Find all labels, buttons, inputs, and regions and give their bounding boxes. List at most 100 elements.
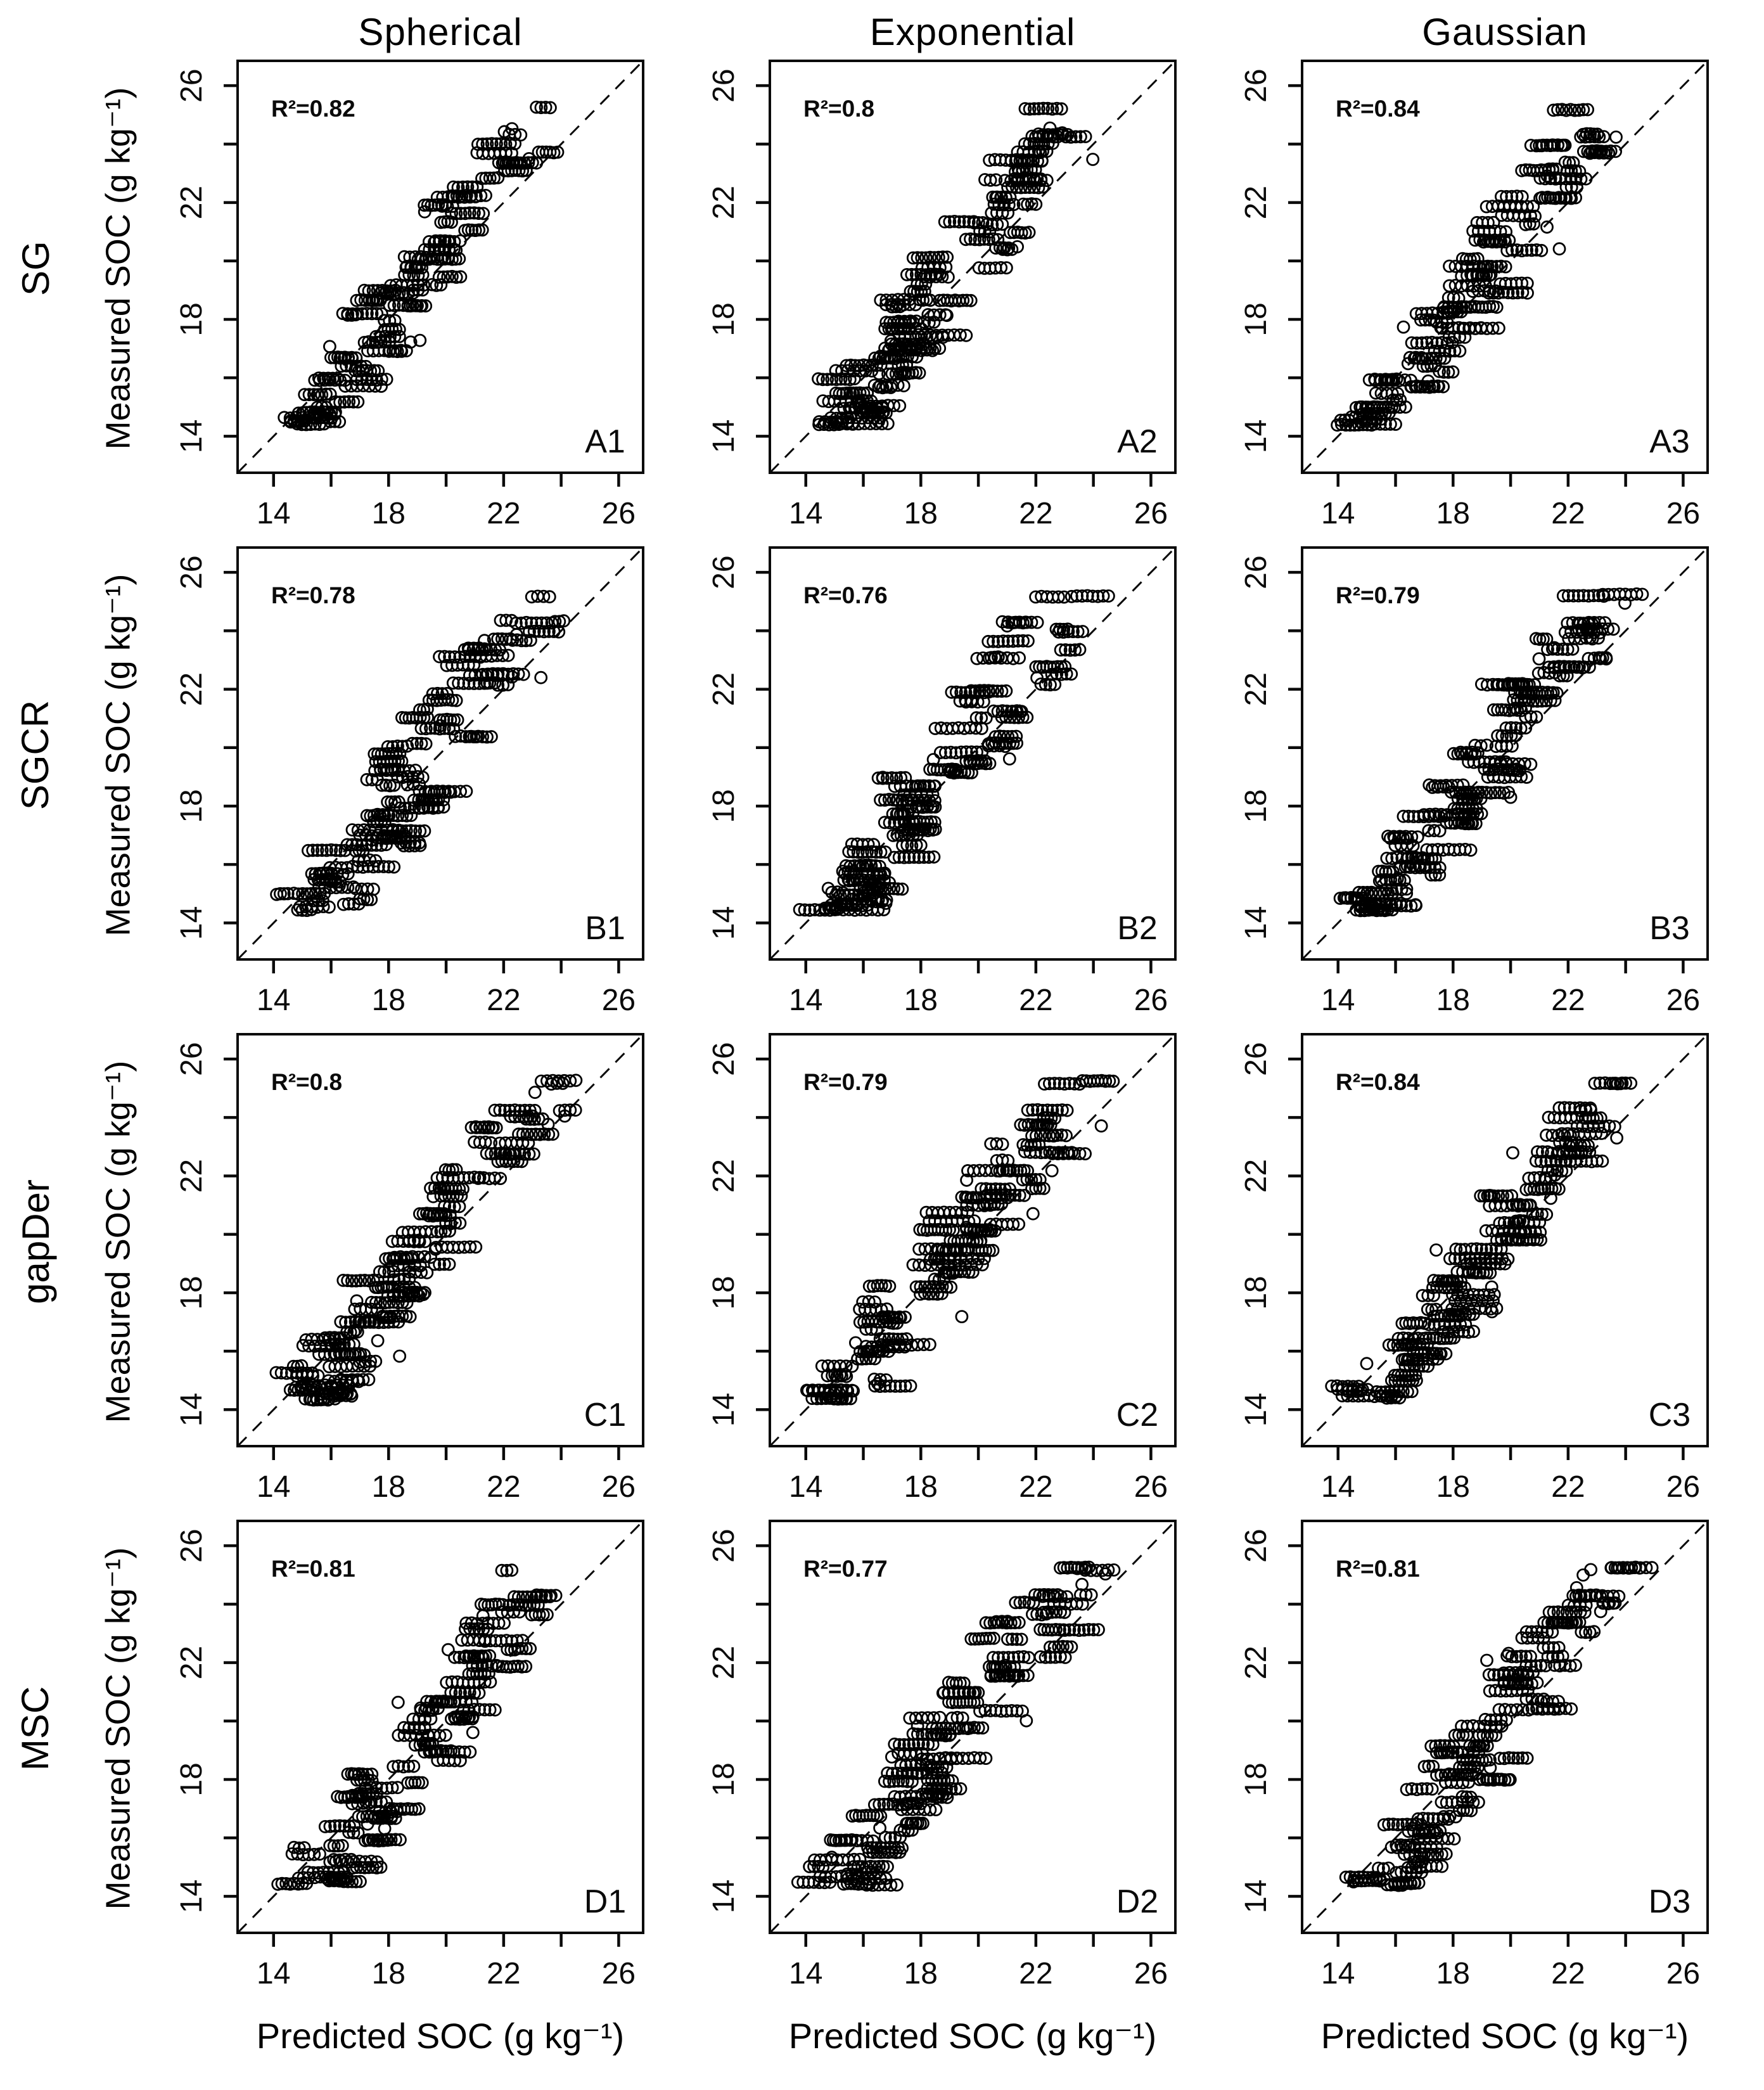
x-tick-label: 26: [602, 497, 636, 530]
data-point: [987, 232, 1000, 246]
data-point: [816, 373, 830, 387]
data-point: [488, 1103, 502, 1117]
data-point: [1493, 1216, 1507, 1230]
data-point: [897, 1823, 911, 1837]
data-point: [510, 633, 524, 647]
data-point: [467, 658, 481, 672]
data-point: [1490, 260, 1504, 274]
plot-box: [236, 546, 644, 961]
x-ticks: [272, 959, 620, 973]
data-point: [1102, 589, 1115, 603]
panel-id-label: B2: [1117, 910, 1158, 947]
data-point: [1572, 103, 1586, 117]
data-point: [449, 243, 463, 257]
data-point: [857, 358, 871, 372]
data-point: [404, 299, 418, 313]
data-point: [1453, 344, 1467, 358]
data-point: [542, 1127, 556, 1141]
data-point: [865, 845, 879, 859]
data-point: [390, 824, 404, 838]
data-point: [464, 1120, 478, 1134]
data-point: [1443, 344, 1457, 358]
data-point: [812, 372, 825, 386]
data-point: [273, 887, 287, 901]
data-point: [904, 1379, 917, 1393]
data-point: [1405, 830, 1419, 843]
data-point: [324, 843, 338, 857]
data-point: [1004, 154, 1018, 168]
data-point: [1492, 286, 1505, 300]
data-point: [514, 128, 528, 142]
data-point: [374, 330, 388, 344]
data-point: [473, 1703, 487, 1717]
data-point: [884, 334, 898, 348]
data-point: [391, 739, 404, 753]
data-point: [847, 874, 861, 887]
data-point: [1001, 634, 1015, 648]
data-point: [979, 1182, 993, 1196]
data-point: [310, 388, 324, 402]
data-point: [500, 1563, 514, 1577]
data-point: [878, 1774, 892, 1788]
data-point: [1439, 1347, 1453, 1361]
data-point: [1391, 387, 1405, 401]
data-point: [1006, 1217, 1020, 1231]
data-point: [1409, 1368, 1422, 1382]
data-point: [855, 1860, 869, 1873]
data-point: [864, 1859, 878, 1873]
data-point: [1504, 721, 1518, 734]
data-point: [964, 684, 978, 698]
data-point: [1590, 1112, 1604, 1125]
data-point: [512, 1127, 525, 1141]
data-point: [465, 180, 479, 194]
data-point: [1416, 352, 1430, 366]
plot-box: [769, 60, 1177, 474]
data-point: [1389, 418, 1402, 431]
data-point: [418, 1250, 431, 1264]
data-point: [463, 1240, 477, 1254]
data-point: [933, 1710, 947, 1724]
data-point: [358, 1273, 372, 1287]
data-point: [853, 1852, 867, 1866]
data-point: [408, 1259, 421, 1273]
data-point: [944, 1280, 958, 1294]
data-point: [449, 693, 463, 707]
data-point: [391, 1695, 405, 1709]
data-point: [395, 1309, 409, 1323]
data-point: [991, 233, 1005, 247]
data-point: [483, 171, 497, 185]
data-point: [1040, 174, 1054, 188]
data-point: [1019, 615, 1033, 629]
data-point: [1406, 1332, 1420, 1346]
data-point: [348, 308, 362, 322]
data-point: [840, 1867, 854, 1881]
data-point: [1061, 622, 1075, 636]
data-point: [995, 684, 1009, 698]
data-point: [1599, 652, 1613, 666]
data-point: [525, 156, 539, 170]
y-axis-title: Measured SOC (g kg⁻¹): [71, 546, 165, 1033]
data-point: [969, 711, 983, 725]
data-point: [861, 837, 875, 851]
data-point: [883, 1774, 897, 1788]
data-point: [480, 676, 494, 690]
data-point: [1557, 1101, 1571, 1115]
data-point: [373, 1296, 387, 1309]
data-point: [1007, 198, 1021, 212]
data-point: [525, 616, 539, 630]
data-point: [1003, 1182, 1016, 1196]
data-point: [352, 1809, 366, 1823]
data-point: [392, 1759, 406, 1773]
data-point: [473, 1170, 487, 1184]
data-point: [387, 860, 401, 874]
data-point: [1023, 102, 1037, 116]
data-point: [1552, 242, 1566, 256]
data-point: [438, 1728, 452, 1742]
data-point: [1510, 243, 1524, 257]
data-point: [1441, 301, 1455, 314]
data-point: [853, 858, 867, 872]
data-point: [1554, 1155, 1568, 1169]
data-point: [1568, 103, 1582, 117]
data-point: [465, 1712, 479, 1726]
data-point: [528, 1103, 542, 1117]
